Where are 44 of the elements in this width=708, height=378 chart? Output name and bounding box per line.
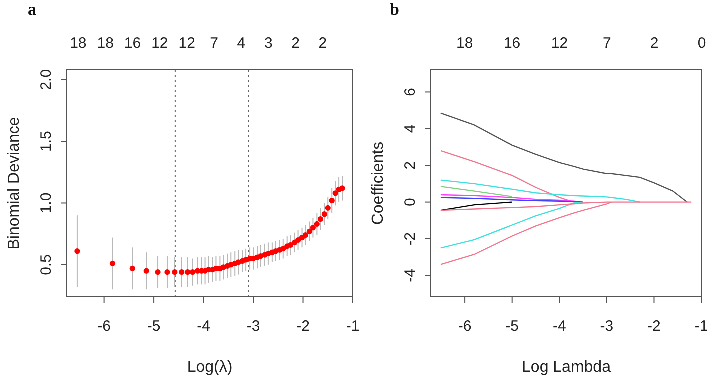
text: 12 bbox=[152, 35, 168, 52]
text: 18 bbox=[456, 35, 474, 52]
text: 4 bbox=[237, 35, 246, 52]
y-tick-label: 2 bbox=[402, 161, 419, 170]
x-tick-label: -5 bbox=[506, 318, 520, 335]
chart-title: a bbox=[28, 0, 36, 20]
text: 0 bbox=[698, 35, 706, 52]
y-axis-title: Coefficients bbox=[370, 142, 387, 226]
text: 3 bbox=[264, 35, 273, 52]
x-tick-label: -3 bbox=[600, 318, 614, 335]
text: 12 bbox=[551, 35, 568, 52]
chart-title: b bbox=[390, 0, 400, 20]
y-tick-label: 2.0 bbox=[38, 69, 55, 90]
y-tick-label: 1.0 bbox=[38, 192, 55, 214]
y-tick-label: 4 bbox=[402, 124, 419, 134]
text: 2 bbox=[650, 35, 659, 52]
text: 16 bbox=[504, 35, 521, 52]
y-tick-label: 0.5 bbox=[38, 254, 55, 276]
x-tick-label: -5 bbox=[147, 318, 161, 335]
text: 7 bbox=[210, 35, 218, 52]
x-tick-label: -4 bbox=[197, 318, 210, 335]
x-tick-label: -6 bbox=[458, 318, 472, 335]
text: 16 bbox=[124, 35, 142, 52]
y-tick-label: -2 bbox=[402, 232, 419, 246]
text: 2 bbox=[318, 35, 328, 52]
text: 18 bbox=[97, 35, 114, 52]
y-axis-title: Binomial Deviance bbox=[6, 117, 23, 250]
x-tick-label: -2 bbox=[648, 318, 661, 335]
text: 2 bbox=[292, 35, 300, 52]
text: 18 bbox=[70, 35, 87, 52]
x-axis-title: Log(λ) bbox=[187, 359, 233, 376]
x-tick-label: -4 bbox=[552, 318, 566, 335]
text: 12 bbox=[178, 35, 196, 52]
x-tick-label: -3 bbox=[246, 318, 260, 335]
x-tick-label: -6 bbox=[98, 318, 111, 335]
x-tick-label: -1 bbox=[346, 318, 360, 335]
x-axis-title: Log Lambda bbox=[522, 359, 612, 376]
y-tick-label: -4 bbox=[402, 269, 419, 282]
x-tick-label: -1 bbox=[694, 318, 708, 335]
y-tick-label: 1.5 bbox=[38, 131, 55, 152]
text: 7 bbox=[602, 35, 612, 52]
x-tick-label: -2 bbox=[296, 318, 310, 335]
y-tick-label: 6 bbox=[402, 88, 419, 96]
y-tick-label: 0 bbox=[402, 198, 419, 206]
